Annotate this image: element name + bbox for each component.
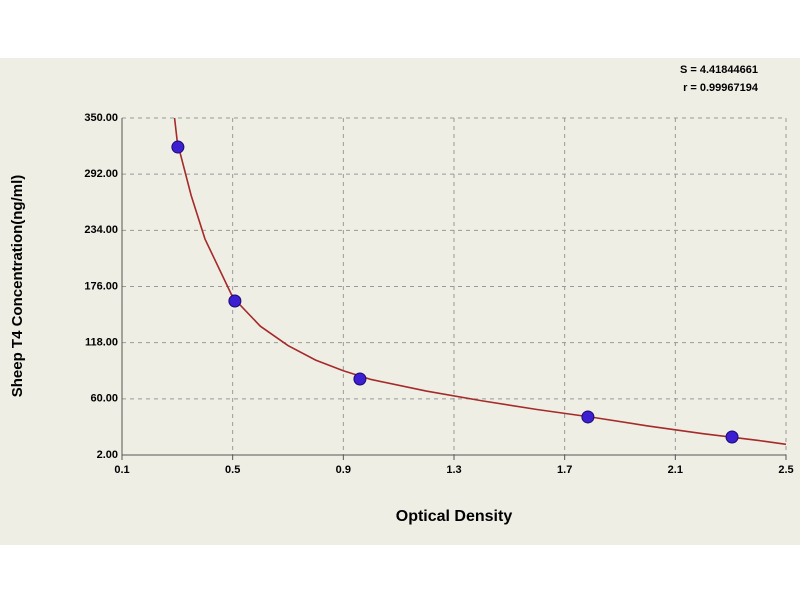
annotation: S = 4.41844661 <box>680 64 758 76</box>
x-tick-label: 2.5 <box>778 464 793 476</box>
data-point <box>581 410 595 424</box>
panel <box>0 58 800 545</box>
y-tick-label: 234.00 <box>84 224 118 236</box>
y-tick-label: 350.00 <box>84 112 118 124</box>
x-tick-label: 1.7 <box>557 464 572 476</box>
y-tick-label: 176.00 <box>84 280 118 292</box>
x-tick-label: 0.1 <box>114 464 129 476</box>
data-point <box>353 372 367 386</box>
y-tick-label: 60.00 <box>90 393 118 405</box>
data-point <box>228 294 242 308</box>
data-point <box>725 430 739 444</box>
y-tick-label: 292.00 <box>84 168 118 180</box>
x-tick-label: 0.9 <box>336 464 351 476</box>
y-tick-label: 118.00 <box>85 337 118 349</box>
x-tick-label: 1.3 <box>446 464 461 476</box>
annotation: r = 0.99967194 <box>683 82 759 94</box>
x-tick-label: 2.1 <box>668 464 683 476</box>
y-tick-label: 2.00 <box>97 449 118 461</box>
x-tick-label: 0.5 <box>225 464 240 476</box>
y-axis-title: Sheep T4 Concentration(ng/ml) <box>9 175 26 398</box>
x-axis-title: Optical Density <box>396 508 513 525</box>
data-point <box>171 140 185 154</box>
